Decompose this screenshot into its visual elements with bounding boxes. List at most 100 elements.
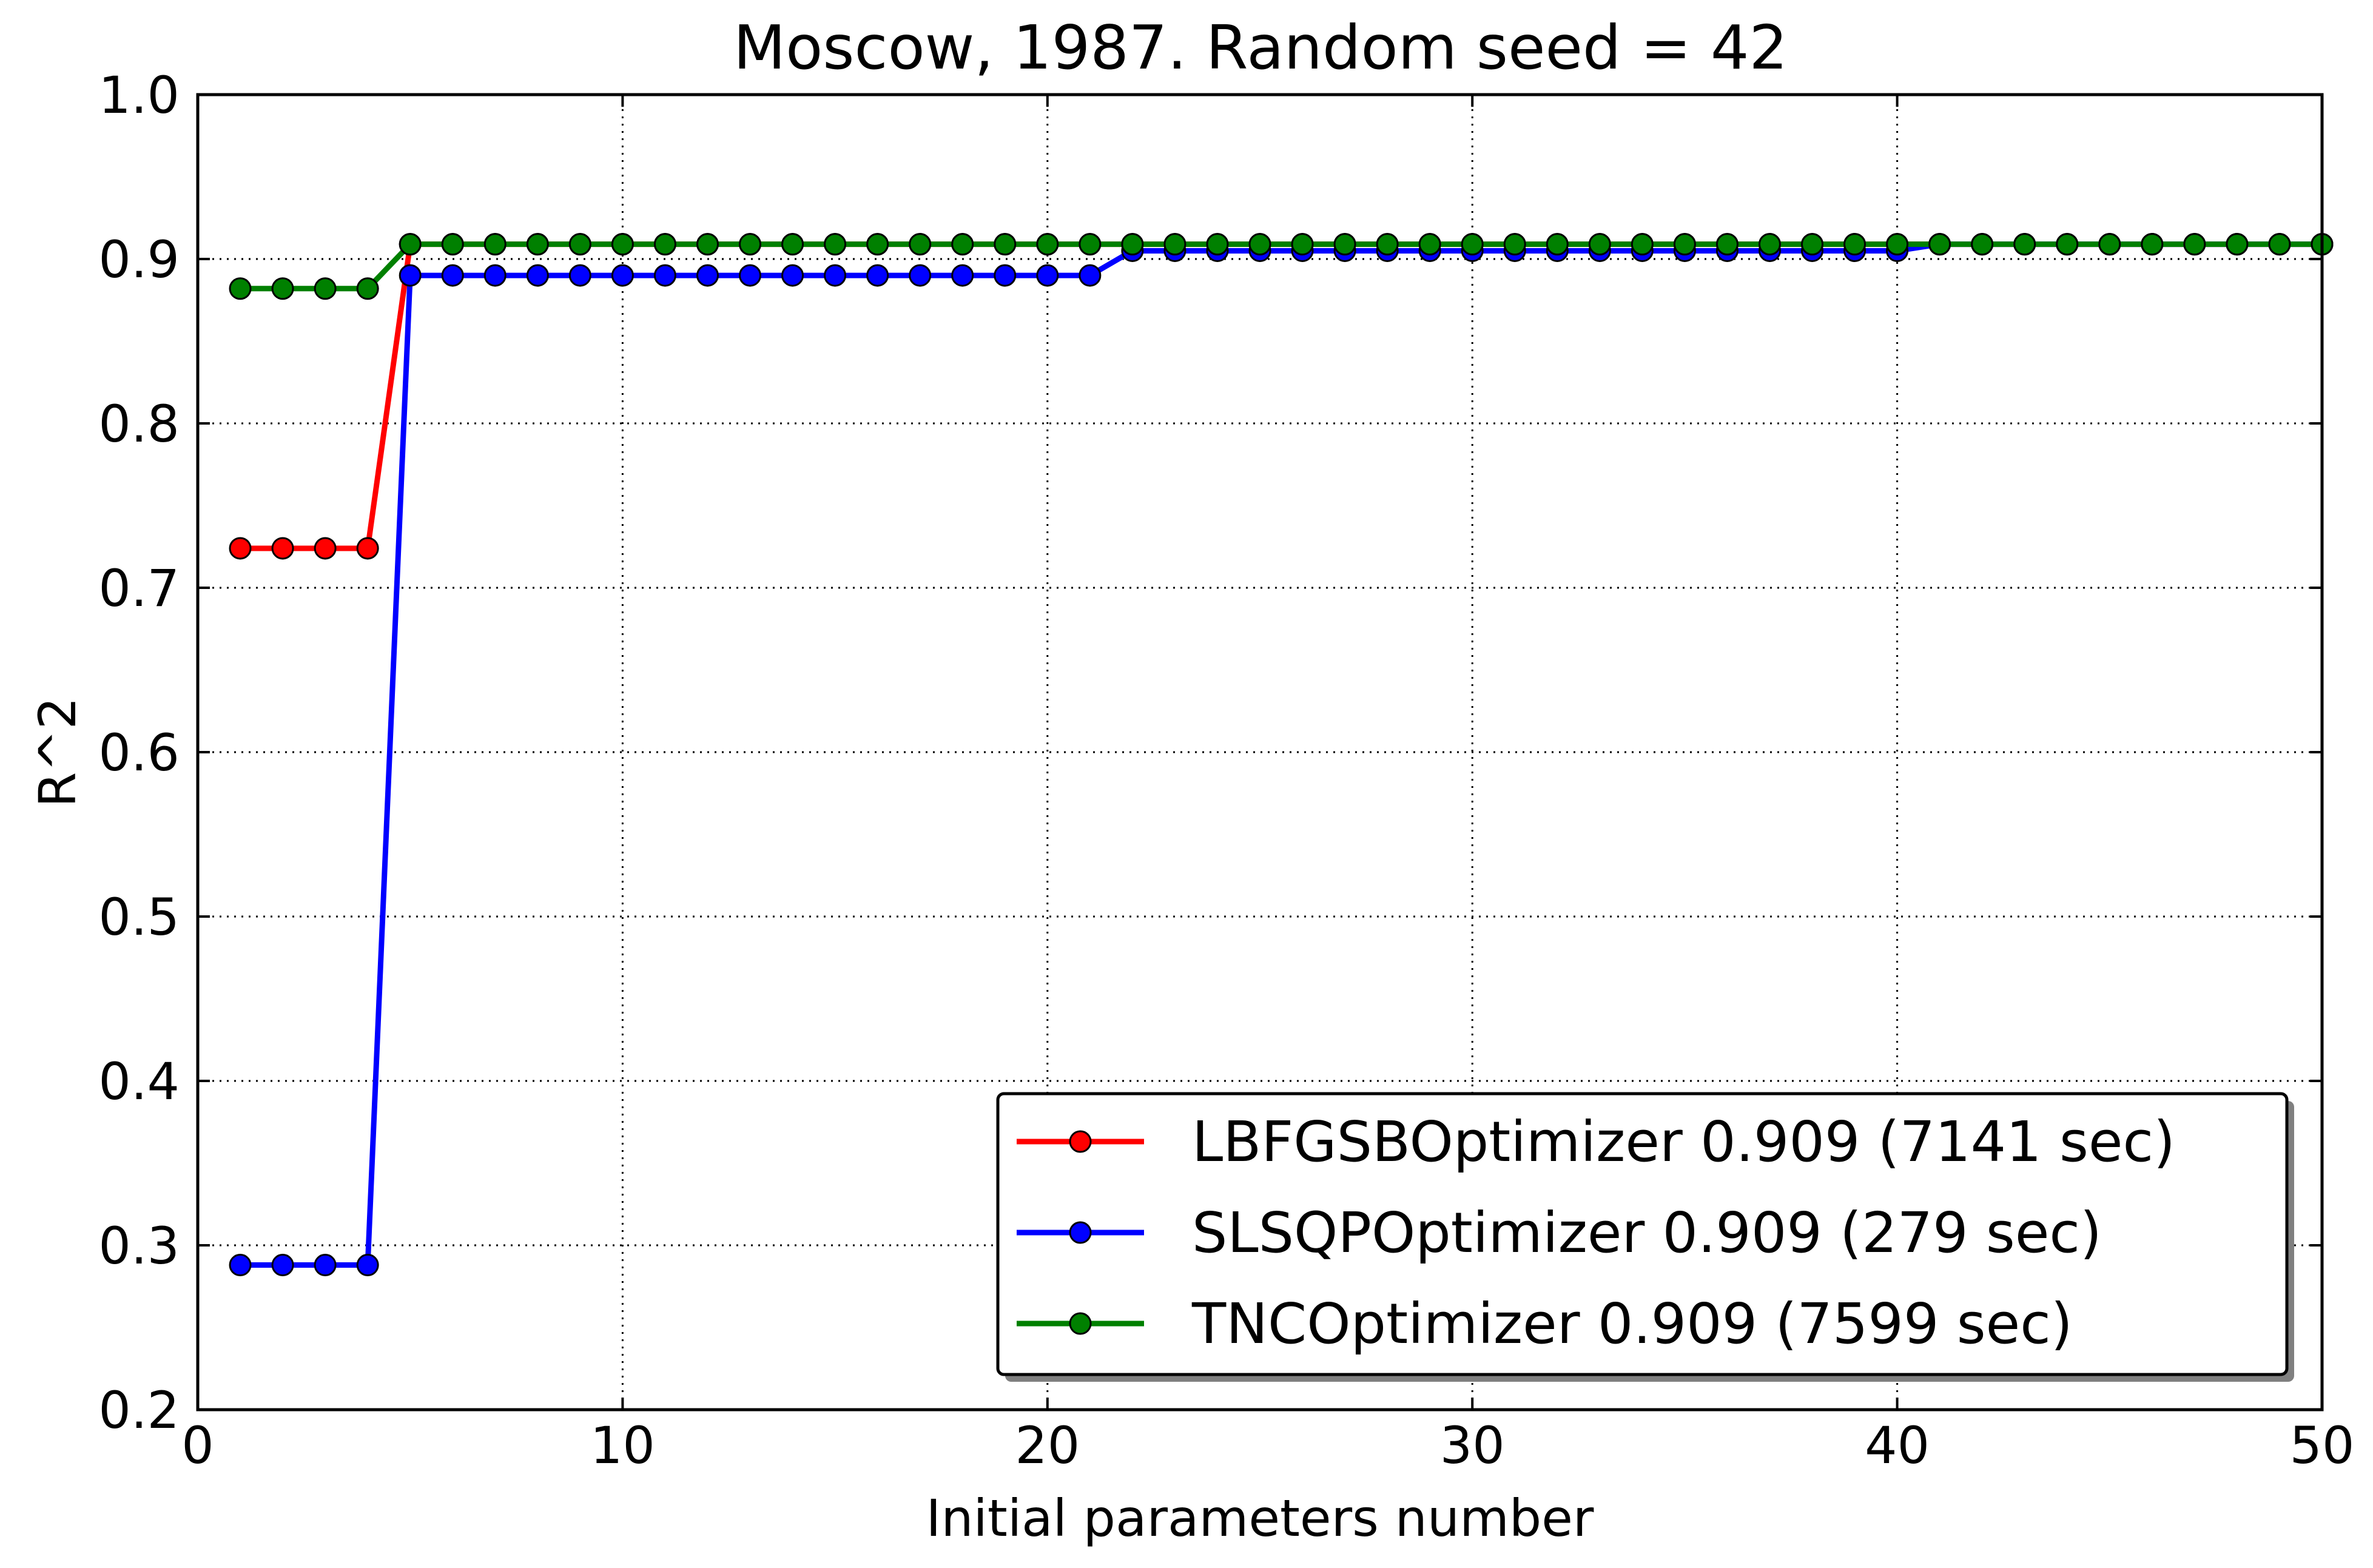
data-point xyxy=(611,233,634,256)
plot-frame xyxy=(196,93,2324,1412)
y-tick-label: 0.4 xyxy=(98,1052,180,1111)
data-point xyxy=(356,1254,379,1277)
data-point xyxy=(483,233,507,256)
legend-label: TNCOptimizer 0.909 (7599 sec) xyxy=(1191,1291,2073,1356)
data-point xyxy=(824,264,847,287)
data-point xyxy=(1843,233,1866,256)
data-point xyxy=(271,277,294,300)
data-point xyxy=(653,264,676,287)
data-point xyxy=(441,233,464,256)
y-tick-label: 1.0 xyxy=(98,66,180,125)
x-tick-label: 30 xyxy=(1440,1416,1505,1475)
data-point xyxy=(1376,233,1399,256)
data-point xyxy=(1079,233,1102,256)
data-point xyxy=(2183,233,2206,256)
legend-entry: TNCOptimizer 0.909 (7599 sec) xyxy=(1017,1291,2073,1356)
data-point xyxy=(1248,233,1271,256)
data-point xyxy=(483,264,507,287)
data-point xyxy=(824,233,847,256)
y-tick-label: 0.2 xyxy=(98,1381,180,1440)
data-point xyxy=(696,233,719,256)
data-point xyxy=(951,233,974,256)
series-layer xyxy=(229,233,2334,1277)
legend-label: LBFGSBOptimizer 0.909 (7141 sec) xyxy=(1192,1109,2175,1174)
data-point xyxy=(526,264,549,287)
data-point xyxy=(1079,264,1102,287)
data-point xyxy=(781,264,804,287)
data-point xyxy=(994,264,1017,287)
data-point xyxy=(568,233,591,256)
data-point xyxy=(1673,233,1696,256)
data-point xyxy=(2056,233,2079,256)
data-point xyxy=(611,264,634,287)
legend-marker xyxy=(1069,1312,1092,1335)
y-tick-label: 0.3 xyxy=(98,1216,180,1276)
y-tick-label: 0.9 xyxy=(98,230,180,289)
data-point xyxy=(356,537,379,560)
data-point xyxy=(1928,233,1951,256)
data-point xyxy=(1503,233,1526,256)
y-tick-label: 0.7 xyxy=(98,559,180,618)
legend-box xyxy=(996,1092,2289,1376)
data-point xyxy=(271,1254,294,1277)
data-point xyxy=(399,233,422,256)
data-point xyxy=(1758,233,1781,256)
data-point xyxy=(1886,233,1909,256)
x-tick-label: 0 xyxy=(181,1416,214,1475)
data-point xyxy=(399,264,422,287)
data-point xyxy=(1631,233,1654,256)
legend: LBFGSBOptimizer 0.909 (7141 sec) SLSQPOpt… xyxy=(996,1092,2294,1382)
x-tick-label: 20 xyxy=(1015,1416,1080,1475)
data-point xyxy=(2013,233,2036,256)
y-tick-label: 0.8 xyxy=(98,394,180,454)
data-point xyxy=(1418,233,1441,256)
data-point xyxy=(2141,233,2164,256)
x-tick-label: 40 xyxy=(1865,1416,1930,1475)
data-point xyxy=(1036,264,1059,287)
data-point xyxy=(271,537,294,560)
data-point xyxy=(1801,233,1824,256)
data-point xyxy=(1461,233,1484,256)
data-point xyxy=(229,537,252,560)
y-tick-label: 0.5 xyxy=(98,887,180,947)
data-point xyxy=(781,233,804,256)
data-point xyxy=(568,264,591,287)
data-point xyxy=(229,277,252,300)
x-tick-label: 50 xyxy=(2290,1416,2355,1475)
data-point xyxy=(1971,233,1994,256)
data-point xyxy=(1546,233,1569,256)
data-point xyxy=(739,264,762,287)
y-tick-label: 0.6 xyxy=(98,723,180,782)
data-point xyxy=(229,1254,252,1277)
data-point xyxy=(356,277,379,300)
data-point xyxy=(1206,233,1229,256)
data-point xyxy=(1036,233,1059,256)
data-point xyxy=(1333,233,1356,256)
x-tick-label: 10 xyxy=(590,1416,655,1475)
data-point xyxy=(1163,233,1186,256)
data-point xyxy=(1715,233,1739,256)
data-point xyxy=(314,537,337,560)
data-point xyxy=(1291,233,1314,256)
data-point xyxy=(2268,233,2291,256)
legend-marker xyxy=(1069,1221,1092,1244)
y-axis-label: R^2 xyxy=(28,697,87,807)
data-point xyxy=(994,233,1017,256)
data-point xyxy=(866,233,889,256)
data-point xyxy=(1588,233,1611,256)
series-3 xyxy=(229,233,2334,300)
data-point xyxy=(2098,233,2121,256)
data-point xyxy=(909,233,932,256)
data-point xyxy=(951,264,974,287)
legend-entries: LBFGSBOptimizer 0.909 (7141 sec) SLSQPOpt… xyxy=(1017,1109,2175,1356)
data-point xyxy=(441,264,464,287)
data-point xyxy=(653,233,676,256)
data-point xyxy=(909,264,932,287)
legend-marker xyxy=(1069,1130,1092,1153)
data-point xyxy=(739,233,762,256)
legend-entry: LBFGSBOptimizer 0.909 (7141 sec) xyxy=(1017,1109,2175,1174)
x-axis-label: Initial parameters number xyxy=(926,1489,1594,1548)
legend-label: SLSQPOptimizer 0.909 (279 sec) xyxy=(1192,1200,2102,1265)
data-point xyxy=(1121,233,1144,256)
